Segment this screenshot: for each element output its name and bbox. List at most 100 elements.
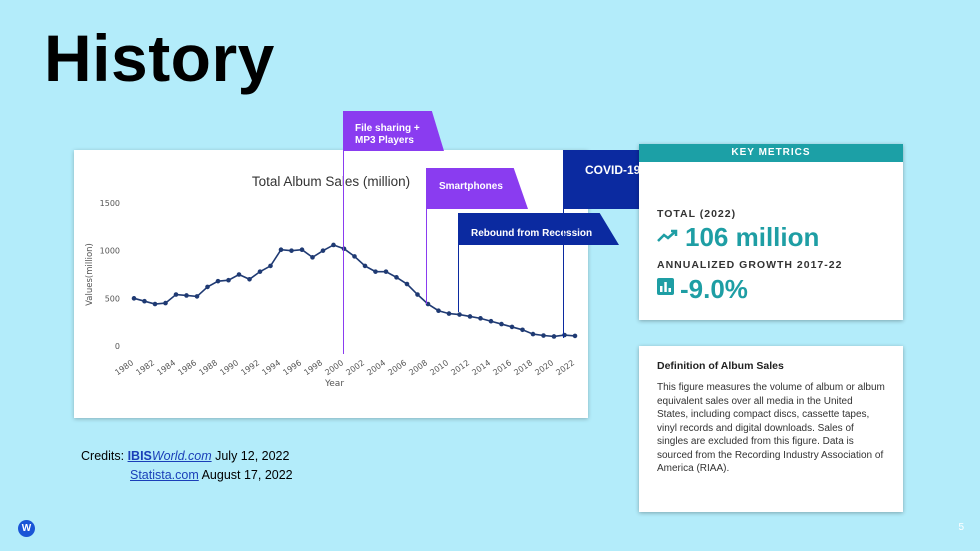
data-point (331, 242, 336, 248)
ibisworld-link-rest: World.com (151, 449, 212, 463)
statista-link[interactable]: Statista.com (130, 468, 199, 482)
bar-chart-icon (657, 278, 674, 301)
data-point (509, 324, 515, 330)
data-point (152, 301, 158, 307)
data-point (163, 300, 168, 306)
definition-title: Definition of Album Sales (657, 360, 784, 372)
trend-up-icon (657, 226, 679, 249)
ibisworld-date: July 12, 2022 (215, 449, 290, 463)
total-label: TOTAL (2022) (657, 208, 737, 220)
data-point (289, 248, 294, 253)
data-point (499, 321, 504, 327)
data-point (142, 298, 147, 304)
x-tick-label: 1992 (239, 358, 261, 377)
chart-title: Total Album Sales (million) (252, 174, 410, 189)
data-point (268, 263, 273, 269)
x-tick-label: 1994 (260, 358, 282, 377)
covid-marker-line (563, 208, 564, 338)
x-tick-label: 1984 (155, 358, 177, 377)
y-tick-label: 0 (115, 342, 120, 351)
x-tick-label: 1988 (197, 358, 219, 377)
definition-body: This figure measures the volume of album… (657, 382, 885, 474)
data-point (457, 312, 462, 317)
data-point (205, 284, 210, 290)
total-value-row: 106 million (657, 222, 819, 253)
data-point (478, 316, 483, 321)
x-tick-label: 2004 (365, 358, 387, 377)
x-tick-label: 2012 (449, 358, 471, 377)
x-tick-label: 1986 (176, 358, 198, 377)
data-point (541, 333, 546, 338)
callout-file-sharing-label: File sharing + MP3 Players (355, 123, 420, 146)
data-point (299, 247, 305, 253)
x-tick-label: 2000 (323, 358, 345, 377)
data-point (310, 255, 315, 260)
x-tick-label: 1998 (302, 358, 324, 377)
y-tick-label: 1000 (100, 247, 120, 256)
data-point (215, 278, 221, 284)
data-point (436, 308, 441, 314)
smartphones-marker-line (426, 208, 427, 304)
data-point (488, 318, 494, 324)
statista-date: August 17, 2022 (201, 468, 293, 482)
x-tick-label: 1996 (281, 358, 303, 377)
data-point (520, 327, 525, 333)
callout-smartphones-label: Smartphones (439, 181, 503, 192)
x-tick-label: 1990 (218, 358, 240, 377)
total-value: 106 million (685, 222, 820, 252)
data-point (362, 263, 368, 269)
definition-card: Definition of Album Sales This figure me… (639, 346, 903, 512)
data-point (383, 269, 389, 274)
warner-logo-icon: W (18, 520, 35, 537)
data-point (341, 246, 347, 252)
data-point (352, 254, 357, 259)
x-tick-label: 2006 (386, 358, 408, 377)
data-point (404, 281, 410, 287)
data-point (194, 294, 200, 299)
key-metrics-card: KEY METRICS TOTAL (2022) 106 million ANN… (639, 144, 903, 320)
x-tick-label: 2020 (533, 358, 555, 377)
slide-title: History (44, 21, 275, 95)
data-point (446, 311, 452, 316)
growth-label: ANNUALIZED GROWTH 2017-22 (657, 259, 843, 271)
growth-value: -9.0% (680, 274, 748, 304)
x-tick-label: 2008 (407, 358, 429, 377)
ibisworld-link-bold: IBIS (127, 449, 152, 463)
credits: Credits: IBISWorld.com July 12, 2022 Sta… (81, 447, 293, 485)
data-point (173, 292, 179, 297)
growth-value-row: -9.0% (657, 274, 748, 305)
data-point (415, 292, 420, 297)
x-tick-label: 2018 (512, 358, 534, 377)
callout-file-sharing: File sharing + MP3 Players (343, 111, 444, 151)
x-tick-label: 2016 (491, 358, 513, 377)
line-chart: Total Album Sales (million) 0 500 1000 1500 V… (85, 174, 578, 389)
y-axis-label: Values(million) (85, 243, 95, 306)
data-point (572, 333, 578, 339)
data-point (467, 314, 473, 319)
callout-smartphones: Smartphones (426, 168, 528, 209)
x-tick-label: 2022 (554, 358, 576, 377)
y-tick-label: 500 (105, 294, 120, 303)
data-point (551, 334, 557, 339)
data-point (226, 277, 231, 283)
data-point (278, 247, 284, 253)
x-tick-label: 2002 (344, 358, 366, 377)
credits-prefix: Credits: (81, 449, 125, 463)
data-point (247, 276, 252, 282)
callout-rebound-label: Rebound from Recession (471, 228, 593, 239)
data-point (131, 296, 137, 301)
credits-line-2: Statista.com August 17, 2022 (81, 466, 293, 485)
data-point (530, 331, 536, 337)
data-point (236, 272, 242, 277)
x-tick-label: 1980 (113, 358, 135, 377)
ibisworld-link[interactable]: IBISWorld.com (128, 449, 212, 463)
y-tick-label: 1500 (100, 199, 120, 208)
callout-rebound: Rebound from Recession (458, 213, 619, 245)
data-point (257, 269, 263, 274)
data-point (320, 248, 326, 253)
key-metrics-header: KEY METRICS (639, 144, 903, 162)
credits-line-1: Credits: IBISWorld.com July 12, 2022 (81, 447, 293, 466)
data-point (373, 269, 378, 274)
x-tick-label: 2014 (470, 358, 492, 377)
file-sharing-marker-line (343, 150, 344, 354)
